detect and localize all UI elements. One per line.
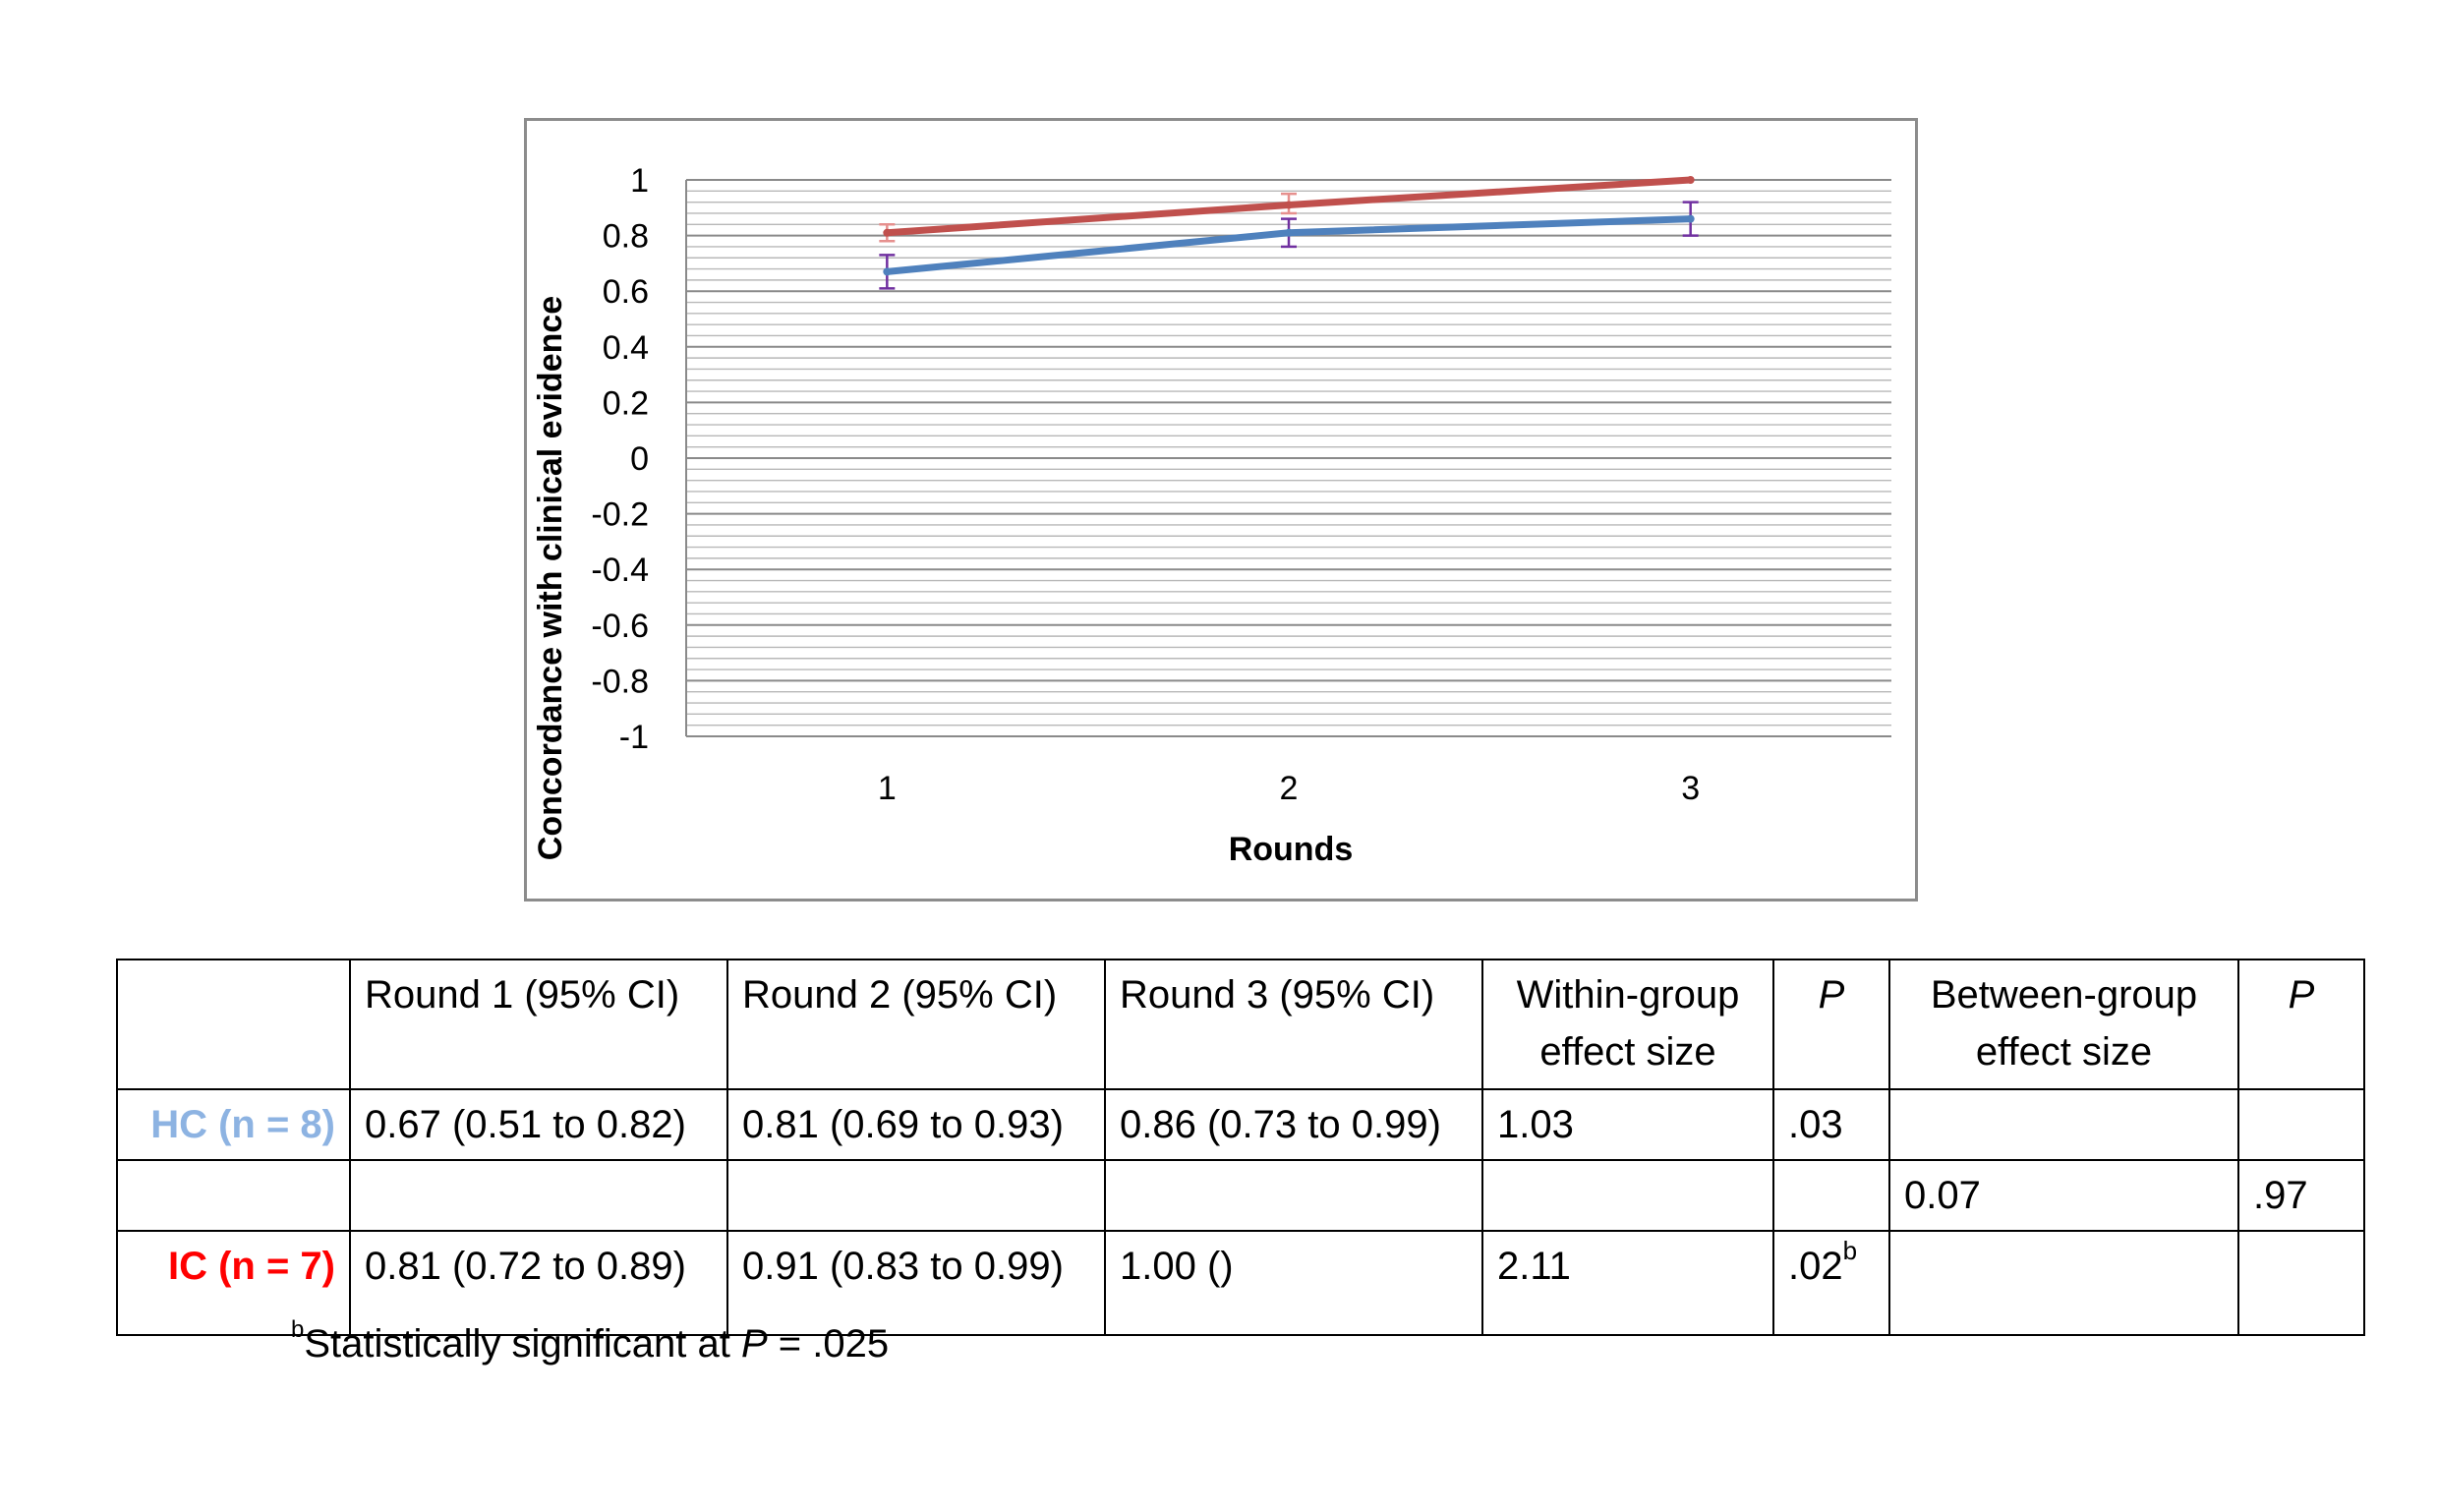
mid-empty-4 bbox=[1104, 1159, 1483, 1232]
results-table: Round 1 (95% CI) Round 2 (95% CI) Round … bbox=[116, 959, 2365, 1336]
header-p-within: P bbox=[1772, 959, 1890, 1090]
header-round2: Round 2 (95% CI) bbox=[726, 959, 1106, 1090]
ic-round2: 0.91 (0.83 to 0.99) bbox=[726, 1230, 1106, 1336]
chart-frame: 1 0.8 0.6 0.4 0.2 0 -0.2 -0.4 -0.6 -0.8 -1 1 2 3 Rou… bbox=[524, 118, 1918, 901]
y-tick-label: 0.8 bbox=[603, 218, 649, 256]
footnote-p-italic: P bbox=[741, 1322, 768, 1366]
footnote-marker: b bbox=[291, 1315, 305, 1343]
header-round1: Round 1 (95% CI) bbox=[349, 959, 728, 1090]
mid-empty-2 bbox=[349, 1159, 728, 1232]
data-point bbox=[1285, 201, 1293, 209]
ic-round1: 0.81 (0.72 to 0.89) bbox=[349, 1230, 728, 1336]
ic-p: .02b bbox=[1772, 1230, 1890, 1336]
table-header-row: Round 1 (95% CI) Round 2 (95% CI) Round … bbox=[116, 959, 2365, 1090]
between-effect-value: 0.07 bbox=[1888, 1159, 2239, 1232]
header-round3: Round 3 (95% CI) bbox=[1104, 959, 1483, 1090]
x-axis-title: Rounds bbox=[1229, 831, 1354, 868]
y-tick-label: 0.6 bbox=[603, 273, 649, 311]
footnote-text-end: = .025 bbox=[767, 1322, 890, 1366]
line-chart: 1 0.8 0.6 0.4 0.2 0 -0.2 -0.4 -0.6 -0.8 -1 1 2 3 Rou… bbox=[532, 162, 1891, 868]
y-tick-label: 1 bbox=[630, 162, 649, 200]
y-tick-label: -0.6 bbox=[591, 608, 649, 645]
data-point bbox=[1686, 214, 1695, 223]
table-row-hc: HC (n = 8) 0.67 (0.51 to 0.82) 0.81 (0.6… bbox=[116, 1088, 2365, 1161]
ic-round3: 1.00 () bbox=[1104, 1230, 1483, 1336]
data-point bbox=[1285, 228, 1293, 237]
header-between-effect: Between-group effect size bbox=[1888, 959, 2239, 1090]
header-p-between: P bbox=[2237, 959, 2365, 1090]
y-tick-label: -1 bbox=[619, 719, 649, 756]
y-tick-label: -0.4 bbox=[591, 552, 649, 589]
axes bbox=[685, 180, 1891, 737]
table-row-between: 0.07 .97 bbox=[116, 1159, 2365, 1232]
hc-p2-empty bbox=[2237, 1088, 2365, 1161]
x-tick-label: 2 bbox=[1280, 770, 1299, 807]
hc-round3: 0.86 (0.73 to 0.99) bbox=[1104, 1088, 1483, 1161]
series bbox=[879, 176, 1699, 290]
between-p-value: .97 bbox=[2237, 1159, 2365, 1232]
header-within-line2: effect size bbox=[1539, 1030, 1716, 1074]
series-hc bbox=[879, 201, 1699, 290]
ic-p-value: .02 bbox=[1788, 1245, 1843, 1288]
x-tick-labels: 1 2 3 bbox=[878, 770, 1700, 807]
mid-empty-6 bbox=[1772, 1159, 1890, 1232]
grid-lines bbox=[686, 179, 1891, 737]
mid-empty-5 bbox=[1481, 1159, 1774, 1232]
y-tick-label: 0 bbox=[630, 440, 649, 478]
ic-p-superscript: b bbox=[1842, 1235, 1858, 1265]
x-tick-label: 1 bbox=[878, 770, 897, 807]
mid-empty-3 bbox=[726, 1159, 1106, 1232]
header-within-effect: Within-group effect size bbox=[1481, 959, 1774, 1090]
footnote: bStatistically significant at P = .025 bbox=[291, 1317, 890, 1367]
x-tick-label: 3 bbox=[1681, 770, 1700, 807]
hc-round2: 0.81 (0.69 to 0.93) bbox=[726, 1088, 1106, 1161]
mid-empty-1 bbox=[116, 1159, 351, 1232]
data-point bbox=[1686, 176, 1695, 184]
y-tick-label: -0.2 bbox=[591, 496, 649, 534]
hc-round1: 0.67 (0.51 to 0.82) bbox=[349, 1088, 728, 1161]
table-row-ic: IC (n = 7) 0.81 (0.72 to 0.89) 0.91 (0.8… bbox=[116, 1230, 2365, 1336]
y-tick-labels: 1 0.8 0.6 0.4 0.2 0 -0.2 -0.4 -0.6 -0.8 -1 bbox=[591, 162, 649, 756]
data-point bbox=[883, 267, 892, 276]
header-between-line1: Between-group bbox=[1930, 973, 2198, 1017]
ic-between-empty bbox=[1888, 1230, 2239, 1336]
ic-within-effect: 2.11 bbox=[1481, 1230, 1774, 1336]
group-label-ic: IC (n = 7) bbox=[116, 1230, 351, 1336]
series-ic bbox=[879, 176, 1695, 243]
data-point bbox=[883, 228, 892, 237]
hc-between-empty bbox=[1888, 1088, 2239, 1161]
y-tick-label: -0.8 bbox=[591, 663, 649, 700]
header-empty-cell bbox=[116, 959, 351, 1090]
header-between-line2: effect size bbox=[1975, 1030, 2153, 1074]
y-axis-title: Concordance with clinical evidence bbox=[532, 296, 569, 860]
ic-p2-empty bbox=[2237, 1230, 2365, 1336]
header-within-line1: Within-group bbox=[1516, 973, 1740, 1017]
footnote-text: Statistically significant at bbox=[304, 1322, 741, 1366]
hc-p: .03 bbox=[1772, 1088, 1890, 1161]
y-tick-label: 0.2 bbox=[603, 384, 649, 422]
hc-within-effect: 1.03 bbox=[1481, 1088, 1774, 1161]
y-tick-label: 0.4 bbox=[603, 329, 649, 367]
group-label-hc: HC (n = 8) bbox=[116, 1088, 351, 1161]
